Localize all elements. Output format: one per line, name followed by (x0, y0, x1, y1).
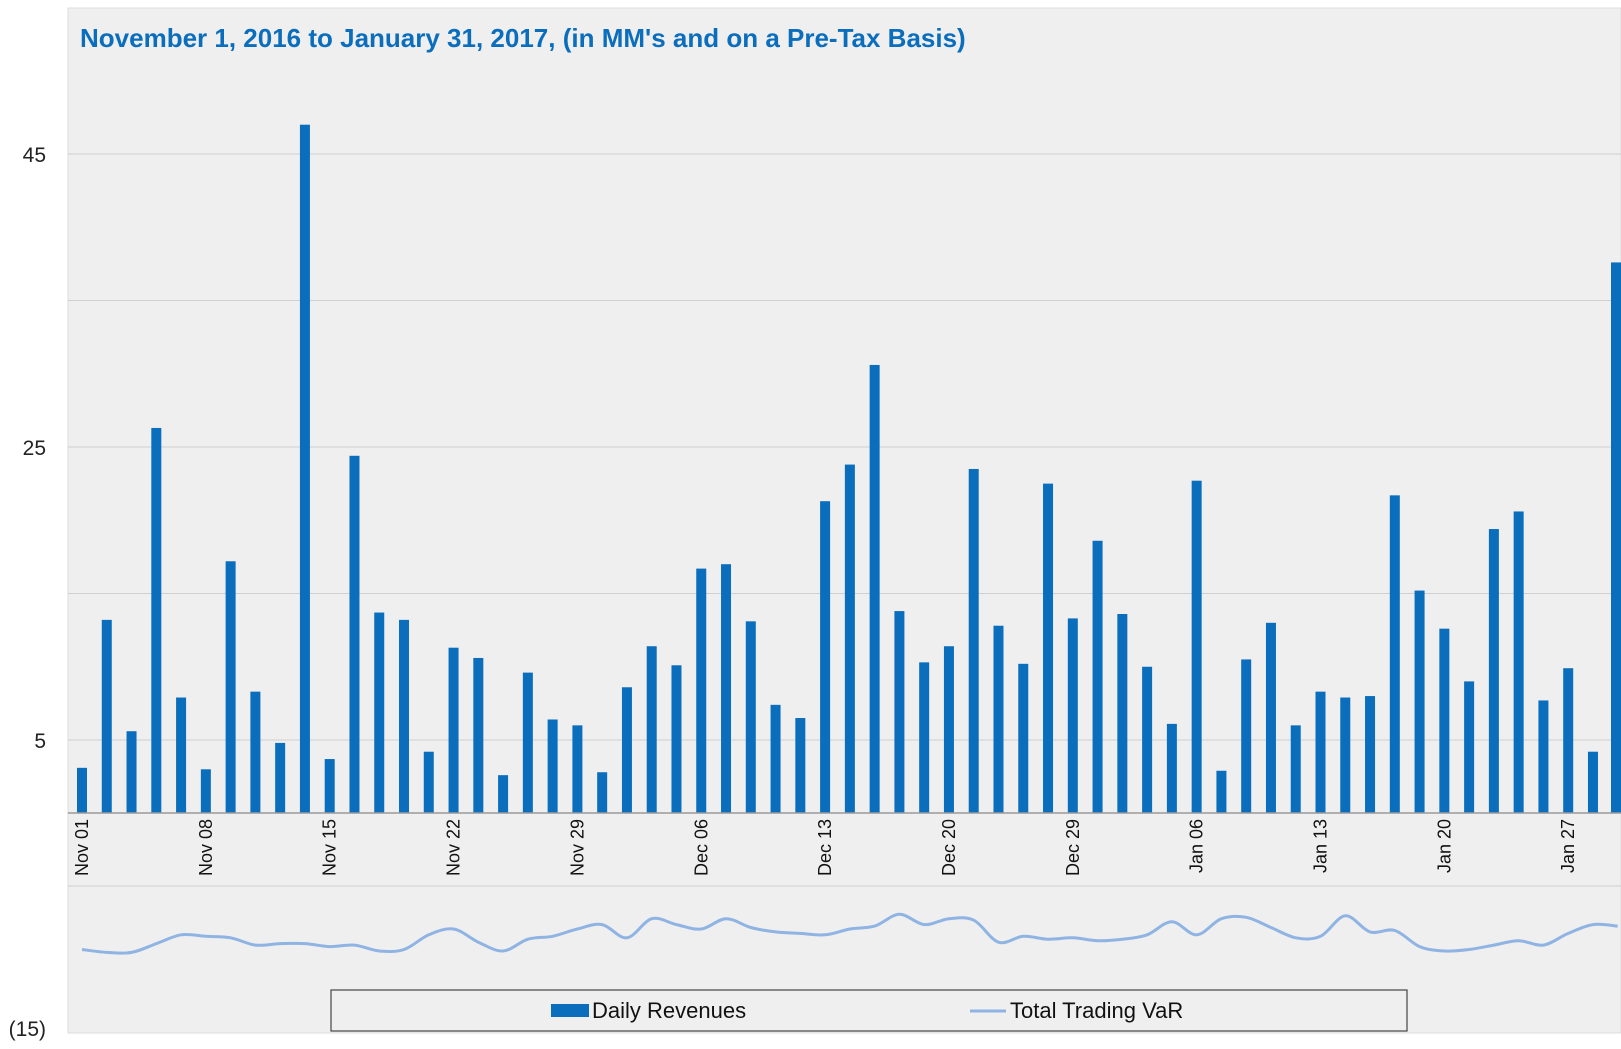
bar-daily-revenues (200, 769, 211, 813)
chart-title: November 1, 2016 to January 31, 2017, (i… (80, 23, 966, 53)
x-axis-ticks: Nov 01 Nov 08 Nov 15 Nov 22 Nov 29 Dec 06 Dec … (72, 819, 1578, 876)
x-tick-label: Nov 29 (567, 819, 587, 876)
bar-daily-revenues (176, 697, 187, 813)
bar-daily-revenues (919, 662, 930, 813)
bar-daily-revenues (646, 646, 657, 813)
bar-daily-revenues (943, 646, 954, 813)
bar-daily-revenues (299, 124, 310, 813)
x-tick-label: Nov 15 (320, 819, 340, 876)
legend-label-total-trading-var: Total Trading VaR (1010, 998, 1183, 1023)
bar-daily-revenues (498, 775, 509, 813)
bar-daily-revenues (126, 731, 137, 813)
plot-background (67, 7, 1621, 1034)
bar-daily-revenues (250, 691, 261, 813)
y-tick-label: 25 (23, 437, 46, 460)
bar-daily-revenues (1018, 663, 1029, 813)
bar-daily-revenues (993, 625, 1004, 813)
bar-daily-revenues (968, 468, 979, 813)
bar-daily-revenues (1092, 540, 1103, 813)
bar-daily-revenues (671, 665, 682, 813)
bar-daily-revenues (1117, 614, 1128, 813)
bar-daily-revenues (324, 759, 335, 813)
y-axis-ticks: 45 25 5 (15) (9, 144, 46, 1041)
x-tick-label: Jan 13 (1311, 819, 1331, 873)
bar-daily-revenues (77, 767, 87, 813)
bar-daily-revenues (1166, 723, 1177, 813)
bar-daily-revenues (101, 619, 112, 813)
series-line-total-trading-var (81, 912, 1618, 955)
y-tick-label: 45 (23, 144, 46, 167)
legend-label-daily-revenues: Daily Revenues (592, 998, 746, 1023)
bar-daily-revenues (522, 672, 533, 813)
bar-daily-revenues (1414, 590, 1425, 813)
y-tick-label: 5 (34, 730, 46, 753)
x-tick-label: Jan 20 (1434, 819, 1454, 873)
bar-daily-revenues (1513, 511, 1524, 813)
bar-daily-revenues (1241, 659, 1252, 813)
x-tick-label: Nov 01 (72, 819, 92, 876)
bar-daily-revenues (1290, 725, 1301, 813)
y-tick-label: (15) (9, 1018, 46, 1041)
bar-daily-revenues (1265, 622, 1276, 813)
bar-daily-revenues (1142, 666, 1153, 813)
bar-daily-revenues (1389, 495, 1400, 813)
bar-daily-revenues (1191, 480, 1202, 813)
bar-daily-revenues (1439, 628, 1450, 813)
bar-daily-revenues (1538, 700, 1549, 813)
bar-daily-revenues (745, 621, 756, 813)
bar-daily-revenues (572, 725, 583, 813)
bar-daily-revenues (820, 501, 831, 813)
bar-daily-revenues (1611, 262, 1621, 813)
bar-daily-revenues (473, 657, 484, 813)
x-tick-label: Dec 29 (1063, 819, 1083, 876)
bar-daily-revenues (151, 427, 162, 813)
bar-daily-revenues (349, 455, 360, 813)
bar-daily-revenues (1563, 668, 1574, 813)
bar-daily-revenues (1216, 770, 1227, 813)
legend-swatch-daily-revenues (551, 1004, 589, 1017)
x-tick-label: Dec 06 (691, 819, 711, 876)
bar-daily-revenues (1365, 696, 1376, 813)
bar-daily-revenues (721, 564, 732, 813)
x-tick-label: Nov 22 (444, 819, 464, 876)
bar-daily-revenues (621, 687, 632, 813)
bar-daily-revenues (423, 751, 434, 813)
bar-daily-revenues (1340, 697, 1351, 813)
bar-daily-revenues (1043, 483, 1054, 813)
bar-series (77, 124, 1621, 813)
x-tick-label: Jan 06 (1187, 819, 1207, 873)
bar-daily-revenues (1488, 529, 1499, 813)
bar-daily-revenues (869, 364, 880, 813)
bar-daily-revenues (1315, 691, 1326, 813)
bar-daily-revenues (696, 568, 707, 813)
bar-daily-revenues (795, 718, 806, 813)
legend-box (330, 989, 1408, 1032)
legend: Daily Revenues Total Trading VaR (330, 989, 1408, 1032)
bar-daily-revenues (844, 464, 855, 813)
bar-daily-revenues (1067, 618, 1078, 813)
bar-daily-revenues (894, 611, 905, 813)
bar-daily-revenues (448, 647, 459, 813)
x-tick-label: Dec 13 (815, 819, 835, 876)
grid-lines (68, 153, 1621, 887)
x-tick-label: Dec 20 (939, 819, 959, 876)
bar-daily-revenues (399, 619, 410, 813)
bar-daily-revenues (1587, 751, 1598, 813)
bar-daily-revenues (374, 612, 385, 813)
bar-daily-revenues (275, 742, 286, 813)
bar-daily-revenues (1464, 681, 1475, 813)
x-tick-label: Nov 08 (196, 819, 216, 876)
bar-daily-revenues (225, 561, 236, 813)
bar-daily-revenues (547, 719, 558, 813)
bar-daily-revenues (770, 704, 781, 813)
x-tick-label: Jan 27 (1558, 819, 1578, 873)
bar-daily-revenues (597, 772, 608, 813)
